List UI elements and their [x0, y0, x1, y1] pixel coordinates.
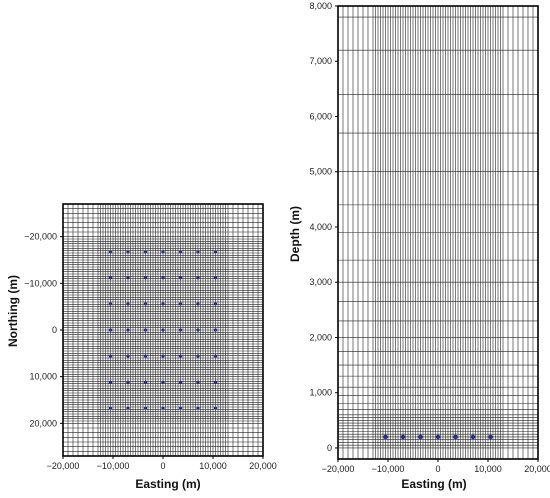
data-point-7 — [108, 380, 113, 384]
plan-view-x-axis-label: Easting (m) — [135, 477, 200, 491]
data-point-0 — [383, 434, 388, 440]
plan-view-y-ticks: 20,000 10,000 0 −10,000 −20,000 — [24, 232, 63, 428]
data-point-8 — [126, 380, 130, 384]
data-point-11 — [178, 380, 183, 384]
data-point-24 — [161, 328, 165, 332]
data-point-9 — [143, 380, 148, 384]
data-point-6 — [488, 434, 493, 440]
cross-section-y-ticks: 0 1,000 2,000 3,000 4,000 5,000 6,000 7,000 8,00… — [309, 1, 338, 453]
x-tick-label-3: 10,000 — [474, 464, 502, 474]
data-point-4 — [453, 434, 458, 440]
data-point-46 — [178, 250, 183, 254]
data-point-32 — [178, 302, 183, 306]
x-tick-label-3: 10,000 — [199, 461, 227, 471]
data-point-34 — [213, 302, 218, 306]
y-tick-label-1: 1,000 — [309, 388, 332, 398]
data-point-22 — [126, 328, 130, 332]
y-tick-label-1: 10,000 — [29, 372, 57, 382]
data-point-37 — [143, 276, 148, 280]
data-point-18 — [178, 354, 183, 358]
x-tick-label-2: 0 — [435, 464, 440, 474]
x-tick-label-4: 20,000 — [524, 464, 550, 474]
plan-view-panel: −20,000 −10,000 0 10,000 20,000 20,000 10,000… — [6, 203, 277, 491]
y-tick-label-5: 5,000 — [309, 167, 332, 177]
x-tick-label-0: −20,000 — [322, 464, 355, 474]
data-point-25 — [178, 328, 183, 332]
data-point-3 — [161, 406, 165, 410]
data-point-3 — [435, 434, 441, 440]
data-point-28 — [108, 302, 113, 306]
cross-section-x-ticks: −20,000 −10,000 0 10,000 20,000 — [322, 459, 550, 474]
x-tick-label-2: 0 — [160, 461, 165, 471]
data-point-47 — [196, 250, 200, 254]
data-point-41 — [213, 276, 218, 280]
y-tick-label-3: 3,000 — [309, 277, 332, 287]
y-tick-label-8: 8,000 — [309, 1, 332, 11]
data-point-45 — [161, 250, 165, 254]
y-tick-label-4: 4,000 — [309, 222, 332, 232]
data-point-23 — [143, 328, 148, 332]
data-point-26 — [196, 328, 200, 332]
data-point-6 — [213, 406, 218, 410]
data-point-14 — [108, 354, 113, 358]
y-tick-label-2: 2,000 — [309, 332, 332, 342]
y-tick-label-6: 6,000 — [309, 111, 332, 121]
data-point-39 — [178, 276, 183, 280]
data-point-31 — [161, 302, 165, 306]
x-tick-label-4: 20,000 — [249, 461, 277, 471]
x-tick-label-1: −10,000 — [372, 464, 405, 474]
data-point-42 — [108, 250, 113, 254]
data-point-35 — [108, 276, 113, 280]
plan-view-y-axis-label: Northing (m) — [6, 275, 20, 347]
cross-section-y-axis-label: Depth (m) — [288, 206, 302, 262]
data-point-17 — [161, 354, 165, 358]
data-point-43 — [126, 250, 130, 254]
y-tick-label-0: 0 — [327, 443, 332, 453]
data-point-5 — [470, 434, 476, 440]
y-tick-label-4: −20,000 — [24, 232, 57, 242]
cross-section-x-axis-label: Easting (m) — [401, 477, 466, 491]
data-point-40 — [196, 276, 200, 280]
y-tick-label-7: 7,000 — [309, 56, 332, 66]
y-tick-label-0: 20,000 — [29, 418, 57, 428]
data-point-33 — [196, 302, 200, 306]
data-point-48 — [213, 250, 218, 254]
data-point-0 — [108, 406, 113, 410]
data-point-1 — [126, 406, 130, 410]
x-tick-label-0: −20,000 — [47, 461, 80, 471]
cross-section-points — [383, 434, 493, 440]
data-point-10 — [161, 380, 165, 384]
data-point-19 — [196, 354, 200, 358]
data-point-13 — [213, 380, 218, 384]
data-point-20 — [213, 354, 218, 358]
cross-section-grid — [337, 5, 539, 460]
data-point-30 — [143, 302, 148, 306]
data-point-21 — [108, 328, 113, 332]
x-tick-label-1: −10,000 — [97, 461, 130, 471]
data-point-12 — [196, 380, 200, 384]
plan-view-x-ticks: −20,000 −10,000 0 10,000 20,000 — [47, 456, 277, 471]
data-point-27 — [213, 328, 218, 332]
data-point-29 — [126, 302, 130, 306]
data-point-36 — [126, 276, 130, 280]
y-tick-label-2: 0 — [52, 325, 57, 335]
data-point-2 — [418, 434, 423, 440]
data-point-2 — [143, 406, 148, 410]
data-point-16 — [143, 354, 148, 358]
data-point-1 — [400, 434, 406, 440]
data-point-15 — [126, 354, 130, 358]
data-point-4 — [178, 406, 183, 410]
plan-view-points — [108, 250, 218, 410]
data-point-44 — [143, 250, 148, 254]
y-tick-label-3: −10,000 — [24, 278, 57, 288]
data-point-5 — [196, 406, 200, 410]
cross-section-panel: −20,000 −10,000 0 10,000 20,000 0 1,000 2,000 3… — [288, 1, 550, 491]
data-point-38 — [161, 276, 165, 280]
